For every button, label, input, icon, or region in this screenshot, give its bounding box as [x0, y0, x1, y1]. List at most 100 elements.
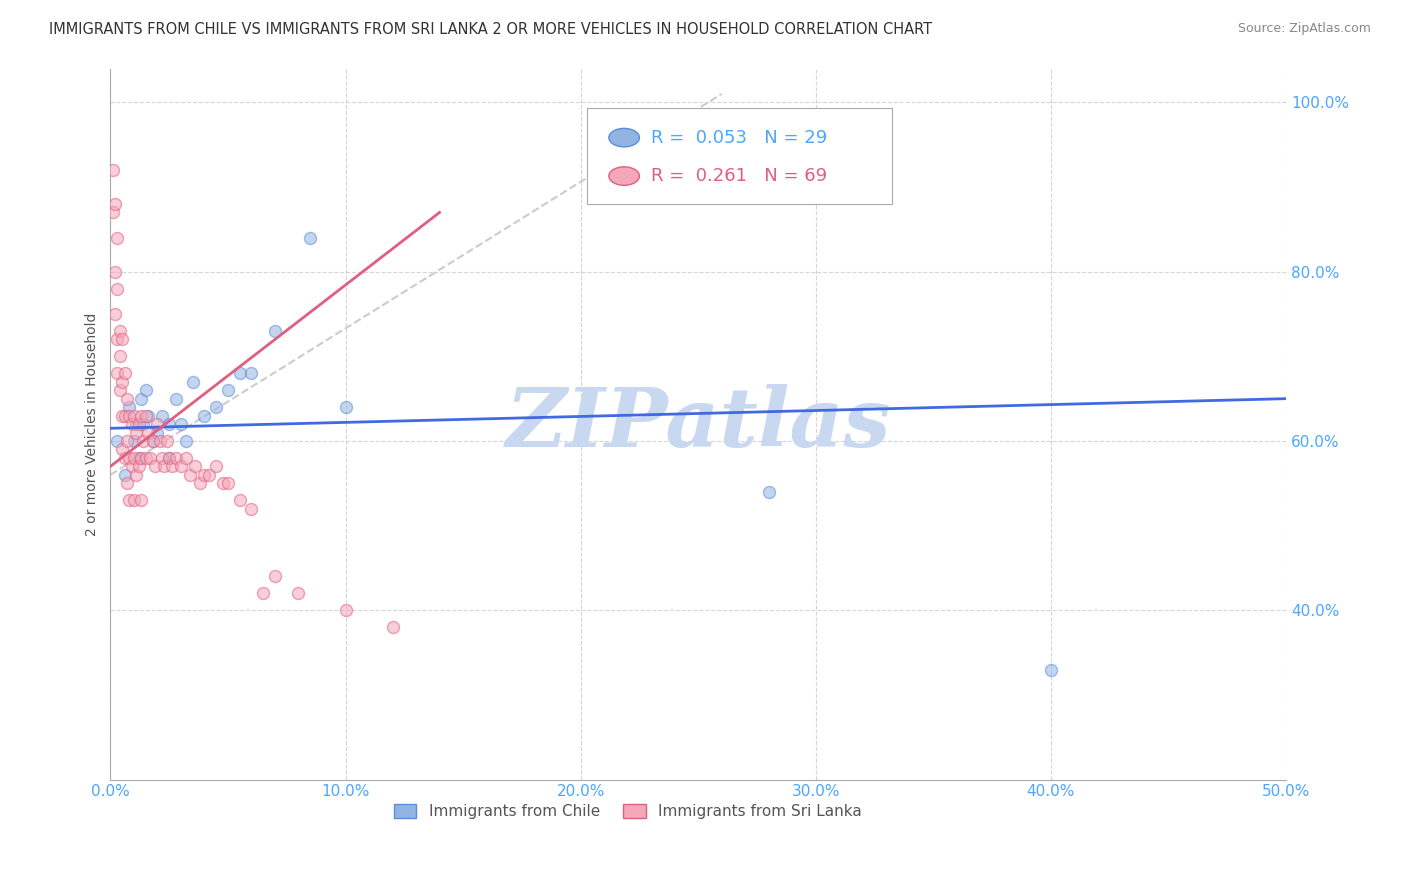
Point	[114, 450, 136, 465]
Text: Source: ZipAtlas.com: Source: ZipAtlas.com	[1237, 22, 1371, 36]
Point	[174, 434, 197, 448]
Point	[150, 450, 173, 465]
Point	[156, 434, 179, 448]
Point	[758, 484, 780, 499]
Point	[125, 467, 148, 482]
Point	[118, 450, 141, 465]
Point	[170, 417, 193, 431]
Point	[122, 434, 145, 448]
Point	[184, 459, 207, 474]
Point	[139, 450, 162, 465]
Point	[111, 333, 134, 347]
Point	[150, 409, 173, 423]
Point	[114, 366, 136, 380]
Point	[111, 375, 134, 389]
Point	[135, 383, 157, 397]
Point	[228, 366, 250, 380]
Point	[212, 476, 235, 491]
Point	[122, 450, 145, 465]
Point	[135, 409, 157, 423]
Text: R =  0.261   N = 69: R = 0.261 N = 69	[651, 167, 827, 185]
Point	[107, 333, 129, 347]
Point	[125, 417, 148, 431]
Point	[125, 425, 148, 440]
Point	[135, 450, 157, 465]
Text: ZIPatlas: ZIPatlas	[505, 384, 891, 464]
Point	[153, 459, 176, 474]
Point	[193, 409, 215, 423]
Point	[146, 417, 169, 431]
Point	[118, 493, 141, 508]
Point	[101, 205, 124, 219]
Point	[129, 493, 152, 508]
Point	[217, 476, 239, 491]
Text: IMMIGRANTS FROM CHILE VS IMMIGRANTS FROM SRI LANKA 2 OR MORE VEHICLES IN HOUSEHO: IMMIGRANTS FROM CHILE VS IMMIGRANTS FROM…	[49, 22, 932, 37]
Point	[107, 231, 129, 245]
Point	[381, 620, 404, 634]
Point	[136, 409, 159, 423]
Point	[174, 450, 197, 465]
Point	[128, 450, 150, 465]
Point	[165, 450, 187, 465]
Point	[121, 417, 143, 431]
Point	[165, 392, 187, 406]
Point	[122, 493, 145, 508]
Point	[205, 400, 228, 414]
Point	[193, 467, 215, 482]
Point	[142, 434, 165, 448]
Point	[129, 392, 152, 406]
Point	[118, 409, 141, 423]
Point	[108, 383, 131, 397]
Point	[299, 231, 322, 245]
Point	[107, 434, 129, 448]
Point	[132, 434, 155, 448]
Point	[115, 476, 138, 491]
Point	[118, 400, 141, 414]
Point	[143, 459, 166, 474]
Point	[121, 459, 143, 474]
Y-axis label: 2 or more Vehicles in Household: 2 or more Vehicles in Household	[86, 312, 100, 536]
Legend: Immigrants from Chile, Immigrants from Sri Lanka: Immigrants from Chile, Immigrants from S…	[388, 798, 868, 825]
Point	[240, 501, 263, 516]
Point	[129, 450, 152, 465]
Point	[107, 282, 129, 296]
Text: R =  0.053   N = 29: R = 0.053 N = 29	[651, 128, 827, 146]
Point	[104, 265, 127, 279]
Point	[114, 409, 136, 423]
Point	[129, 409, 152, 423]
Point	[149, 434, 172, 448]
Point	[104, 307, 127, 321]
FancyBboxPatch shape	[586, 108, 893, 203]
Point	[115, 434, 138, 448]
Point	[122, 409, 145, 423]
Point	[101, 163, 124, 178]
Point	[111, 409, 134, 423]
Point	[252, 586, 274, 600]
Point	[128, 417, 150, 431]
Point	[179, 467, 201, 482]
Point	[146, 425, 169, 440]
Point	[335, 400, 357, 414]
Point	[157, 450, 180, 465]
Point	[240, 366, 263, 380]
Point	[108, 349, 131, 363]
Point	[104, 197, 127, 211]
Point	[107, 366, 129, 380]
Point	[335, 603, 357, 617]
Point	[181, 375, 204, 389]
Point	[160, 459, 183, 474]
Point	[115, 392, 138, 406]
Point	[1039, 663, 1062, 677]
Point	[157, 417, 180, 431]
Point	[287, 586, 309, 600]
Circle shape	[609, 128, 640, 147]
Point	[205, 459, 228, 474]
Point	[228, 493, 250, 508]
Point	[136, 425, 159, 440]
Point	[170, 459, 193, 474]
Point	[198, 467, 221, 482]
Point	[264, 324, 287, 338]
Point	[188, 476, 211, 491]
Point	[114, 467, 136, 482]
Circle shape	[609, 167, 640, 186]
